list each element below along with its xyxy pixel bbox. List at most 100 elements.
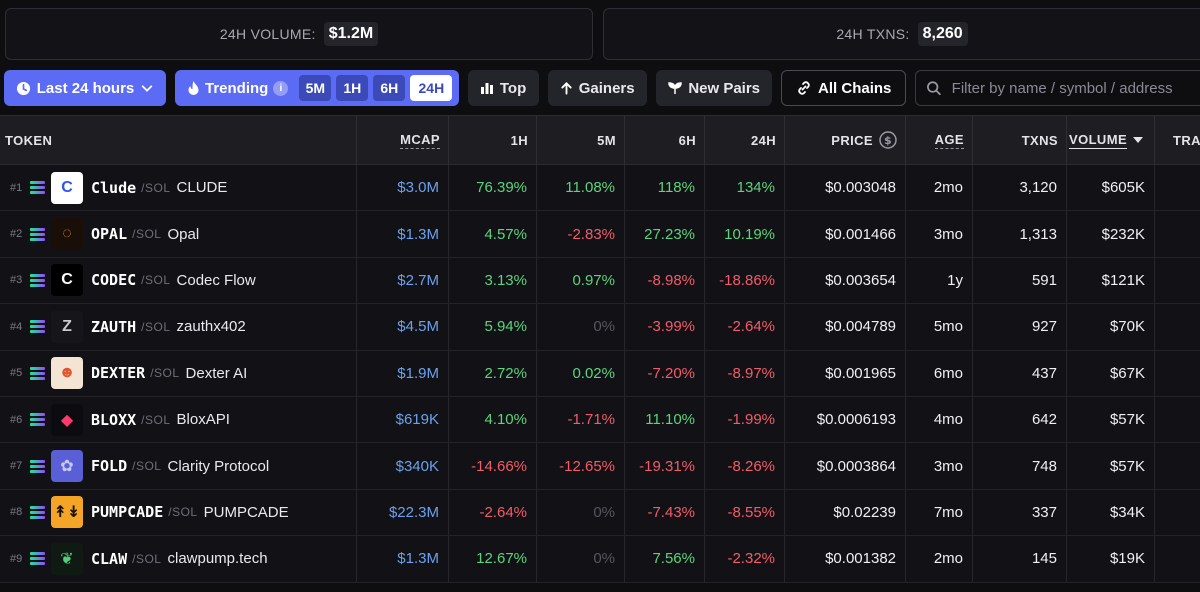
change-24h-cell: -2.64% bbox=[705, 304, 785, 350]
header-1h[interactable]: 1H bbox=[449, 116, 537, 164]
change-24h-cell: 10.19% bbox=[705, 211, 785, 257]
trade-cell[interactable] bbox=[1155, 351, 1200, 396]
trade-cell[interactable] bbox=[1155, 397, 1200, 442]
trending-group[interactable]: Trending i 5M 1H 6H 24H bbox=[175, 70, 459, 106]
token-name: CLUDE bbox=[176, 179, 228, 197]
token-symbol: FOLD bbox=[91, 457, 128, 476]
segment-1h[interactable]: 1H bbox=[336, 75, 369, 101]
table-row[interactable]: #7 ✿ FOLD /SOL Clarity Protocol $340K -1… bbox=[0, 443, 1200, 490]
volume-cell: $121K bbox=[1067, 257, 1155, 304]
timeframe-label: Last 24 hours bbox=[36, 79, 135, 97]
volume-cell: $70K bbox=[1067, 304, 1155, 350]
token-cell[interactable]: #2 ◌ OPAL /SOL Opal bbox=[0, 211, 357, 257]
volume-label: 24H VOLUME: bbox=[219, 26, 316, 42]
token-cell[interactable]: #7 ✿ FOLD /SOL Clarity Protocol bbox=[0, 443, 357, 489]
trade-cell[interactable] bbox=[1155, 258, 1200, 303]
header-age-label: AGE bbox=[934, 131, 964, 149]
gainers-button[interactable]: Gainers bbox=[547, 70, 648, 106]
txns-cell: 591 bbox=[973, 257, 1067, 304]
header-txns[interactable]: TXNS bbox=[973, 116, 1067, 164]
mcap-cell: $1.3M bbox=[357, 211, 449, 257]
all-chains-label: All Chains bbox=[818, 79, 892, 97]
trade-cell[interactable] bbox=[1155, 165, 1200, 210]
volume-stat: 24H VOLUME: $1.2M bbox=[5, 8, 593, 60]
volume-cell: $19K bbox=[1067, 536, 1155, 582]
table-row[interactable]: #6 ◆ BLOXX /SOL BloxAPI $619K 4.10% -1.7… bbox=[0, 396, 1200, 444]
change-1h-cell: -2.64% bbox=[449, 489, 537, 536]
table-row[interactable]: #5 ☻ DEXTER /SOL Dexter AI $1.9M 2.72% 0… bbox=[0, 350, 1200, 397]
volume-cell: $232K bbox=[1067, 211, 1155, 257]
change-1h-cell: 4.10% bbox=[449, 396, 537, 443]
token-symbol: CLAW bbox=[91, 549, 128, 568]
table-row[interactable]: #3 C CODEC /SOL Codec Flow $2.7M 3.13% 0… bbox=[0, 257, 1200, 305]
table-row[interactable]: #2 ◌ OPAL /SOL Opal $1.3M 4.57% -2.83% 2… bbox=[0, 211, 1200, 258]
token-cell[interactable]: #5 ☻ DEXTER /SOL Dexter AI bbox=[0, 350, 357, 396]
token-logo-icon: ◌ bbox=[51, 218, 83, 251]
top-button[interactable]: Top bbox=[467, 70, 539, 106]
token-cell[interactable]: #8 ↟↡ PUMPCADE /SOL PUMPCADE bbox=[0, 489, 357, 536]
solana-chain-icon bbox=[30, 505, 45, 519]
row-rank: #9 bbox=[10, 552, 23, 565]
header-5m[interactable]: 5M bbox=[537, 116, 625, 164]
token-logo-icon: Z bbox=[51, 310, 83, 343]
trade-cell[interactable] bbox=[1155, 443, 1200, 488]
txns-cell: 642 bbox=[973, 396, 1067, 443]
change-6h-cell: 118% bbox=[625, 165, 705, 211]
new-pairs-button[interactable]: New Pairs bbox=[656, 70, 773, 106]
mcap-cell: $3.0M bbox=[357, 165, 449, 211]
timeframe-dropdown[interactable]: Last 24 hours bbox=[4, 70, 166, 106]
change-6h-cell: -19.31% bbox=[625, 443, 705, 489]
arrow-up-icon bbox=[561, 82, 572, 95]
search-box[interactable] bbox=[915, 70, 1200, 106]
dollar-circle-icon[interactable]: $ bbox=[879, 131, 897, 149]
change-1h-cell: 5.94% bbox=[449, 304, 537, 350]
solana-chain-icon bbox=[30, 459, 45, 473]
age-cell: 2mo bbox=[906, 165, 973, 211]
change-5m-cell: 0.97% bbox=[537, 257, 625, 304]
header-age[interactable]: AGE bbox=[906, 116, 973, 164]
trade-cell[interactable] bbox=[1155, 490, 1200, 535]
token-symbol: DEXTER bbox=[91, 364, 146, 383]
price-cell: $0.001466 bbox=[785, 211, 906, 257]
all-chains-button[interactable]: All Chains bbox=[781, 70, 907, 106]
flame-icon bbox=[188, 81, 199, 95]
segment-5m[interactable]: 5M bbox=[299, 75, 332, 101]
header-trad[interactable]: TRAD bbox=[1155, 116, 1200, 164]
price-cell: $0.001965 bbox=[785, 350, 906, 396]
table-row[interactable]: #1 C Clude /SOL CLUDE $3.0M 76.39% 11.08… bbox=[0, 165, 1200, 212]
table-row[interactable]: #9 ❦ CLAW /SOL clawpump.tech $1.3M 12.67… bbox=[0, 536, 1200, 583]
change-6h-cell: -8.98% bbox=[625, 257, 705, 304]
token-cell[interactable]: #9 ❦ CLAW /SOL clawpump.tech bbox=[0, 536, 357, 582]
header-mcap-label: MCAP bbox=[400, 131, 440, 149]
header-price[interactable]: PRICE $ bbox=[785, 116, 906, 164]
header-6h[interactable]: 6H bbox=[625, 116, 705, 164]
token-cell[interactable]: #3 C CODEC /SOL Codec Flow bbox=[0, 257, 357, 304]
volume-cell: $34K bbox=[1067, 489, 1155, 536]
solana-chain-icon bbox=[30, 413, 45, 427]
segment-6h[interactable]: 6H bbox=[373, 75, 406, 101]
header-24h[interactable]: 24H bbox=[705, 116, 785, 164]
table-row[interactable]: #8 ↟↡ PUMPCADE /SOL PUMPCADE $22.3M -2.6… bbox=[0, 489, 1200, 537]
info-icon[interactable]: i bbox=[273, 80, 289, 96]
token-cell[interactable]: #6 ◆ BLOXX /SOL BloxAPI bbox=[0, 396, 357, 443]
segment-24h[interactable]: 24H bbox=[410, 75, 453, 101]
header-mcap[interactable]: MCAP bbox=[357, 116, 449, 164]
change-24h-cell: -8.97% bbox=[705, 350, 785, 396]
change-6h-cell: -7.20% bbox=[625, 350, 705, 396]
header-volume[interactable]: VOLUME bbox=[1067, 116, 1155, 164]
trade-cell[interactable] bbox=[1155, 304, 1200, 349]
trade-cell[interactable] bbox=[1155, 211, 1200, 256]
chain-tag: /SOL bbox=[141, 180, 171, 195]
change-24h-cell: -2.32% bbox=[705, 536, 785, 582]
token-cell[interactable]: #1 C Clude /SOL CLUDE bbox=[0, 165, 357, 211]
table-row[interactable]: #4 Z ZAUTH /SOL zauthx402 $4.5M 5.94% 0%… bbox=[0, 304, 1200, 351]
row-rank: #5 bbox=[10, 367, 23, 380]
change-5m-cell: 0% bbox=[537, 304, 625, 350]
header-token[interactable]: TOKEN bbox=[0, 116, 357, 164]
solana-chain-icon bbox=[30, 366, 45, 380]
search-input[interactable] bbox=[951, 79, 1200, 97]
trade-cell[interactable] bbox=[1155, 536, 1200, 581]
token-cell[interactable]: #4 Z ZAUTH /SOL zauthx402 bbox=[0, 304, 357, 350]
chain-tag: /SOL bbox=[141, 273, 171, 288]
chevron-down-icon bbox=[142, 85, 153, 92]
